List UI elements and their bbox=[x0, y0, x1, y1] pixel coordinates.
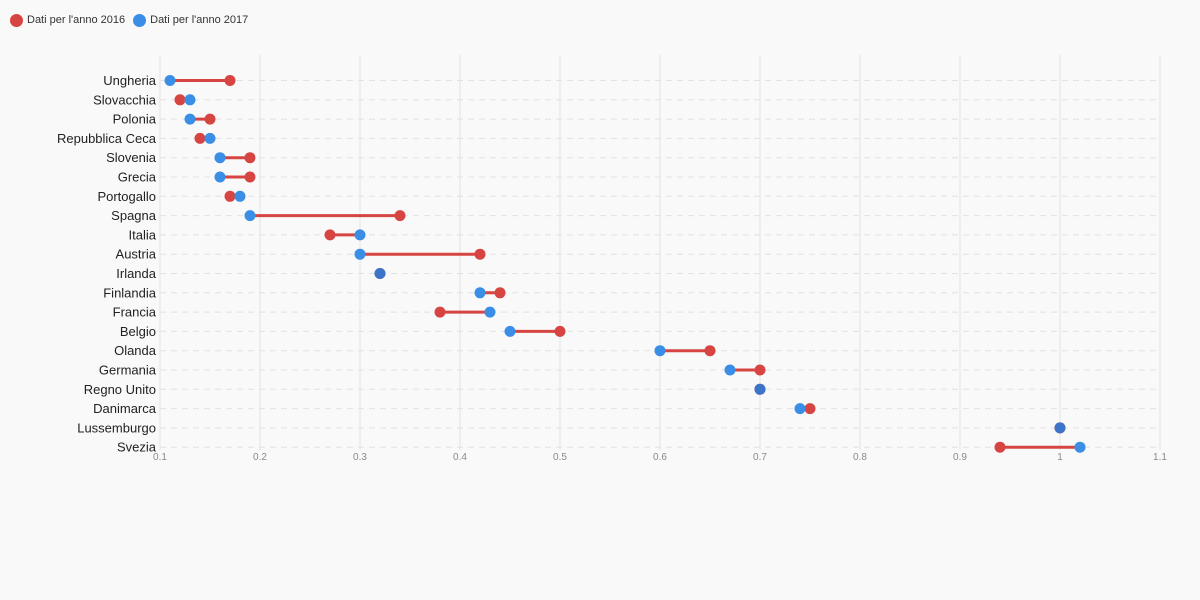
category-label: Portogallo bbox=[97, 189, 156, 204]
point-2016[interactable] bbox=[754, 364, 766, 376]
point-2017[interactable] bbox=[214, 171, 226, 183]
point-2016[interactable] bbox=[174, 94, 186, 106]
point-2016[interactable] bbox=[194, 132, 206, 144]
point-2016[interactable] bbox=[224, 75, 236, 86]
legend-item-2016[interactable]: Dati per l'anno 2016 bbox=[10, 13, 126, 27]
point-2016[interactable] bbox=[394, 210, 406, 222]
x-tick-label: 1.1 bbox=[1153, 452, 1167, 463]
point-2017[interactable] bbox=[244, 210, 256, 222]
point-2017[interactable] bbox=[1074, 441, 1086, 453]
category-label: Belgio bbox=[120, 324, 156, 339]
category-label: Polonia bbox=[113, 112, 157, 127]
point-2016[interactable] bbox=[494, 287, 506, 299]
category-label: Italia bbox=[129, 227, 157, 242]
legend: Dati per l'anno 2016 Dati per l'anno 201… bbox=[10, 10, 256, 30]
point-2016[interactable] bbox=[554, 325, 566, 337]
point-2017[interactable] bbox=[724, 364, 736, 376]
category-label: Spagna bbox=[111, 208, 157, 223]
point-2017[interactable] bbox=[214, 152, 226, 164]
legend-label-2017: Dati per l'anno 2017 bbox=[150, 14, 249, 26]
category-label: Francia bbox=[113, 305, 157, 320]
point-2017[interactable] bbox=[754, 383, 766, 395]
x-tick-label: 0.8 bbox=[853, 452, 867, 463]
point-2016[interactable] bbox=[704, 345, 716, 357]
legend-marker-2016 bbox=[10, 13, 23, 27]
point-2016[interactable] bbox=[474, 248, 486, 260]
legend-label-2016: Dati per l'anno 2016 bbox=[27, 14, 126, 26]
x-tick-label: 0.4 bbox=[453, 452, 467, 463]
point-2017[interactable] bbox=[1054, 422, 1066, 434]
point-2016[interactable] bbox=[434, 306, 446, 318]
point-2017[interactable] bbox=[504, 325, 516, 337]
category-label: Danimarca bbox=[93, 401, 157, 416]
category-label: Regno Unito bbox=[84, 382, 156, 397]
x-tick-label: 0.7 bbox=[753, 452, 767, 463]
point-2016[interactable] bbox=[244, 152, 256, 164]
category-label: Irlanda bbox=[116, 266, 157, 281]
category-label: Slovenia bbox=[106, 150, 157, 165]
point-2017[interactable] bbox=[184, 113, 196, 125]
point-2017[interactable] bbox=[484, 306, 496, 318]
category-label: Grecia bbox=[118, 170, 157, 185]
x-tick-label: 0.2 bbox=[253, 452, 267, 463]
point-2016[interactable] bbox=[204, 113, 216, 125]
point-2017[interactable] bbox=[374, 268, 386, 279]
point-2017[interactable] bbox=[164, 75, 176, 86]
point-2016[interactable] bbox=[324, 229, 336, 241]
x-tick-label: 0.3 bbox=[353, 452, 367, 463]
point-2017[interactable] bbox=[204, 132, 216, 144]
point-2017[interactable] bbox=[794, 403, 806, 415]
point-2016[interactable] bbox=[804, 403, 816, 415]
category-label: Repubblica Ceca bbox=[57, 131, 157, 146]
point-2017[interactable] bbox=[184, 94, 196, 106]
category-label: Finlandia bbox=[103, 285, 157, 300]
category-label: Slovacchia bbox=[93, 92, 157, 107]
category-label: Olanda bbox=[114, 343, 157, 358]
point-2016[interactable] bbox=[244, 171, 256, 183]
category-label: Ungheria bbox=[103, 73, 157, 88]
point-2016[interactable] bbox=[224, 190, 236, 202]
point-2017[interactable] bbox=[234, 190, 246, 202]
point-2017[interactable] bbox=[654, 345, 666, 357]
category-label: Austria bbox=[116, 247, 157, 262]
category-label: Germania bbox=[99, 363, 157, 378]
x-tick-label: 0.6 bbox=[653, 452, 667, 463]
legend-item-2017[interactable]: Dati per l'anno 2017 bbox=[133, 13, 249, 27]
category-label: Lussemburgo bbox=[77, 420, 156, 435]
category-label: Svezia bbox=[117, 440, 157, 455]
legend-marker-2017 bbox=[133, 13, 147, 27]
x-tick-label: 0.9 bbox=[953, 452, 967, 463]
x-tick-label: 1 bbox=[1057, 452, 1063, 463]
point-2017[interactable] bbox=[354, 229, 366, 241]
point-2017[interactable] bbox=[474, 287, 486, 299]
point-2016[interactable] bbox=[994, 441, 1006, 453]
x-tick-label: 0.5 bbox=[553, 452, 567, 463]
point-2017[interactable] bbox=[354, 248, 366, 260]
x-tick-label: 0.1 bbox=[153, 452, 167, 463]
